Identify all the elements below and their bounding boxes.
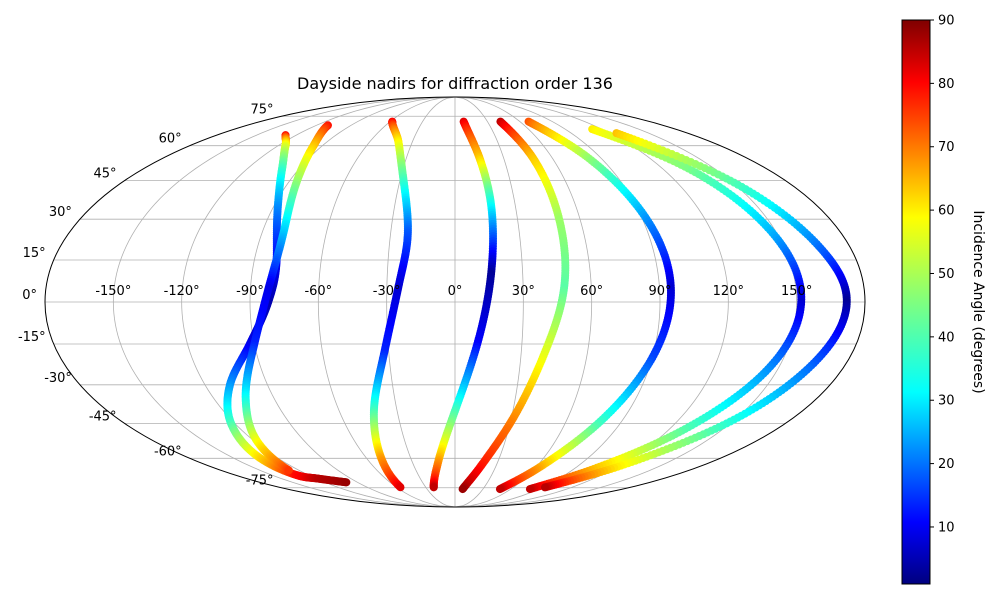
meridian-line <box>317 96 456 508</box>
nadir-point <box>429 483 438 492</box>
x-tick-label: -150° <box>95 284 131 299</box>
scatter-points <box>223 117 851 494</box>
colorbar-tick-label: 50 <box>938 267 955 282</box>
x-tick-label: 0° <box>448 284 463 299</box>
x-tick-label: -90° <box>236 284 264 299</box>
chart-title: Dayside nadirs for diffraction order 136 <box>297 74 613 93</box>
x-tick-label: 30° <box>512 284 535 299</box>
x-tick-label: 90° <box>648 284 671 299</box>
y-tick-label: -45° <box>89 409 117 424</box>
meridian-line <box>454 96 661 508</box>
colorbar-tick-label: 40 <box>938 330 955 345</box>
meridian-line <box>454 96 593 508</box>
x-tick-label: 60° <box>580 284 603 299</box>
longitude-tick-labels: -150° -120° -90° -60° -30° 0° 30° 60° 90° 120° 150… <box>95 284 812 299</box>
y-tick-label: -15° <box>18 330 46 345</box>
y-tick-label: -75° <box>246 474 274 489</box>
x-tick-label: -30° <box>373 284 401 299</box>
y-tick-label: 0° <box>22 288 37 303</box>
colorbar-tick-label: 60 <box>938 204 955 219</box>
latitude-tick-labels: -75° -60° -45° -30° -15° 0° 15° 30° 45° 60° 75° <box>18 102 274 488</box>
colorbar-tick-label: 70 <box>938 140 955 155</box>
y-tick-label: 30° <box>49 205 72 220</box>
x-tick-label: 120° <box>713 284 744 299</box>
map-outline <box>44 96 866 508</box>
y-tick-label: 45° <box>94 167 117 182</box>
colorbar-tick-label: 80 <box>938 77 955 92</box>
y-tick-label: 15° <box>23 246 46 261</box>
x-tick-label: 150° <box>781 284 812 299</box>
meridian-line <box>112 96 456 508</box>
colorbar-tick-label: 30 <box>938 394 955 409</box>
colorbar-label: Incidence Angle (degrees) <box>970 210 986 393</box>
nadir-point <box>540 483 549 492</box>
nadir-point <box>342 478 351 487</box>
y-tick-label: -60° <box>154 444 182 459</box>
nadir-point <box>458 485 467 494</box>
meridian-line <box>454 96 524 508</box>
y-tick-label: 75° <box>250 102 273 117</box>
x-tick-label: -120° <box>164 284 200 299</box>
colorbar-ticks: 10 20 30 40 50 60 70 80 90 <box>930 14 955 535</box>
colorbar-gradient <box>901 19 931 585</box>
meridian-line <box>249 96 456 508</box>
nadir-point <box>525 485 534 494</box>
nadir-point <box>495 485 504 494</box>
meridian-line <box>386 96 456 508</box>
y-tick-label: 60° <box>159 132 182 147</box>
graticule <box>45 96 865 508</box>
x-tick-label: -60° <box>304 284 332 299</box>
nadir-point <box>396 483 405 492</box>
colorbar-tick-label: 10 <box>938 520 955 535</box>
y-tick-label: -30° <box>44 371 72 386</box>
colorbar: 10 20 30 40 50 60 70 80 90 Incidence Angle (degr… <box>901 14 986 585</box>
nadir-point <box>284 466 293 475</box>
colorbar-tick-label: 20 <box>938 457 955 472</box>
colorbar-tick-label: 90 <box>938 14 955 29</box>
meridian-line <box>454 96 798 508</box>
